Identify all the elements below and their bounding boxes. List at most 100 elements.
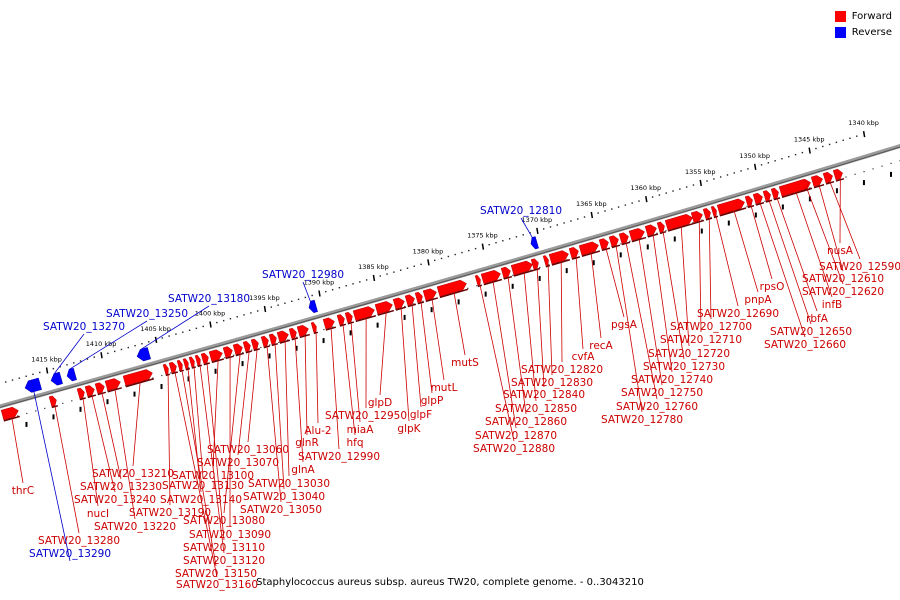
gene-label[interactable]: recA — [589, 340, 613, 352]
gene-feature[interactable] — [168, 361, 177, 374]
gene-label[interactable]: SATW20_13100 — [172, 470, 254, 482]
legend-forward[interactable]: Forward — [834, 8, 892, 24]
gene-label[interactable]: SATW20_13240 — [74, 494, 156, 506]
gene-label[interactable]: SATW20_12750 — [621, 387, 703, 399]
gene-feature[interactable] — [232, 343, 243, 355]
gene-label[interactable]: pnpA — [744, 294, 772, 306]
gene-label[interactable]: SATW20_13290 — [29, 548, 111, 560]
gene-label[interactable]: glpP — [421, 395, 444, 407]
gene-feature[interactable] — [744, 195, 753, 207]
gene-label[interactable]: infB — [822, 299, 842, 311]
gene-label[interactable]: SATW20_13180 — [168, 293, 250, 305]
gene-feature[interactable] — [208, 349, 223, 362]
gene-feature[interactable] — [250, 338, 259, 350]
gene-feature[interactable] — [24, 377, 42, 393]
gene-label[interactable]: SATW20_13110 — [183, 542, 265, 554]
gene-label[interactable]: glpD — [368, 397, 392, 409]
gene-feature[interactable] — [322, 317, 335, 330]
gene-feature[interactable] — [822, 171, 833, 184]
gene-feature[interactable] — [690, 210, 703, 223]
gene-label[interactable]: SATW20_12840 — [503, 389, 585, 401]
gene-feature[interactable] — [136, 347, 151, 362]
gene-label[interactable]: glpF — [410, 409, 432, 421]
gene-feature[interactable] — [474, 274, 481, 286]
gene-feature[interactable] — [104, 378, 121, 392]
gene-label[interactable]: SATW20_12740 — [631, 374, 713, 386]
gene-label[interactable]: SATW20_12780 — [601, 414, 683, 426]
gene-feature[interactable] — [308, 299, 318, 313]
gene-label[interactable]: thrC — [12, 485, 34, 497]
gene-label[interactable]: miaA — [347, 424, 375, 436]
gene-feature[interactable] — [76, 387, 85, 399]
gene-label[interactable]: cvfA — [572, 351, 596, 363]
gene-label[interactable]: SATW20_12850 — [495, 403, 577, 415]
gene-feature[interactable] — [48, 395, 57, 407]
gene-feature[interactable] — [84, 385, 95, 397]
gene-label[interactable]: SATW20_12730 — [643, 361, 725, 373]
gene-feature[interactable] — [194, 354, 201, 366]
gene-label[interactable]: SATW20_12880 — [473, 443, 555, 455]
gene-label[interactable]: SATW20_13080 — [183, 515, 265, 527]
gene-label[interactable]: SATW20_13040 — [243, 491, 325, 503]
gene-feature[interactable] — [436, 279, 467, 297]
gene-feature[interactable] — [288, 327, 297, 340]
gene-feature[interactable] — [644, 224, 657, 237]
gene-feature[interactable] — [762, 190, 771, 202]
gene-label[interactable]: SATW20_13030 — [248, 478, 330, 490]
gene-feature[interactable] — [276, 330, 289, 343]
gene-label[interactable]: SATW20_12650 — [770, 326, 852, 338]
gene-label[interactable]: SATW20_13090 — [189, 529, 271, 541]
gene-feature[interactable] — [810, 175, 823, 188]
gene-label[interactable]: pgsA — [611, 319, 638, 331]
gene-feature[interactable] — [296, 324, 309, 337]
gene-feature[interactable] — [188, 356, 195, 368]
gene-label[interactable]: mutS — [451, 357, 479, 369]
gene-feature[interactable] — [480, 270, 501, 285]
gene-feature[interactable] — [578, 241, 599, 256]
gene-feature[interactable] — [182, 358, 189, 370]
gene-label[interactable]: SATW20_12610 — [802, 273, 884, 285]
gene-label[interactable]: SATW20_13210 — [92, 468, 174, 480]
gene-label[interactable]: SATW20_12620 — [802, 286, 884, 298]
gene-feature[interactable] — [770, 187, 779, 199]
gene-label[interactable]: hfq — [346, 437, 363, 449]
gene-label[interactable]: Alu-2 — [304, 425, 331, 437]
gene-feature[interactable] — [200, 352, 209, 364]
gene-feature[interactable] — [344, 311, 353, 324]
gene-label[interactable]: SATW20_12700 — [670, 321, 752, 333]
gene-feature[interactable] — [702, 208, 711, 220]
gene-label[interactable]: SATW20_12980 — [262, 269, 344, 281]
gene-feature[interactable] — [122, 369, 153, 386]
gene-label[interactable]: SATW20_12590 — [819, 261, 900, 273]
gene-feature[interactable] — [392, 297, 405, 310]
gene-label[interactable]: SATW20_12810 — [480, 205, 562, 217]
gene-feature[interactable] — [752, 192, 763, 205]
gene-feature[interactable] — [628, 228, 645, 241]
gene-feature[interactable] — [50, 371, 63, 386]
gene-label[interactable]: SATW20_12860 — [485, 416, 567, 428]
gene-feature[interactable] — [542, 255, 549, 267]
gene-feature[interactable] — [510, 260, 533, 276]
gene-label[interactable]: SATW20_13250 — [106, 308, 188, 320]
gene-label[interactable]: SATW20_12950 — [325, 410, 407, 422]
gene-label[interactable]: glnR — [295, 437, 319, 449]
gene-label[interactable]: SATW20_12720 — [648, 348, 730, 360]
gene-label[interactable]: rbfA — [806, 313, 829, 325]
gene-feature[interactable] — [352, 306, 375, 321]
gene-label[interactable]: SATW20_13120 — [183, 555, 265, 567]
gene-label[interactable]: mutL — [431, 382, 458, 394]
gene-feature[interactable] — [618, 232, 629, 244]
gene-feature[interactable] — [530, 258, 539, 270]
gene-feature[interactable] — [404, 294, 415, 306]
gene-label[interactable]: SATW20_12990 — [298, 451, 380, 463]
gene-label[interactable]: nusA — [827, 245, 854, 257]
gene-feature[interactable] — [0, 406, 19, 421]
gene-feature[interactable] — [778, 179, 809, 197]
gene-label[interactable]: SATW20_13280 — [38, 535, 120, 547]
gene-label[interactable]: SATW20_13050 — [240, 504, 322, 516]
gene-feature[interactable] — [598, 238, 609, 250]
gene-label[interactable]: SATW20_13070 — [197, 457, 279, 469]
gene-label[interactable]: SATW20_12870 — [475, 430, 557, 442]
gene-feature[interactable] — [530, 236, 539, 250]
